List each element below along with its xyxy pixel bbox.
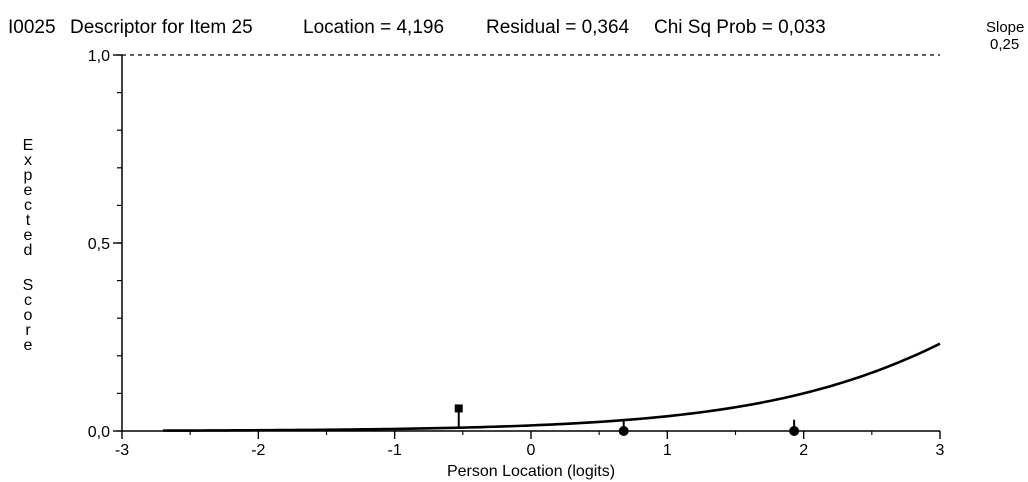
x-axis-title: Person Location (logits) — [447, 463, 615, 480]
item-descriptor: Descriptor for Item 25 — [70, 17, 253, 38]
class-interval-points — [454, 404, 800, 436]
y-axis-title-letter: o — [24, 307, 33, 324]
expected-score-curve — [162, 342, 941, 432]
y-axis-title-letter: r — [25, 322, 31, 339]
expected-curve-group — [162, 342, 941, 432]
x-tick-label: 0 — [527, 442, 536, 459]
y-axis-title-letter: c — [24, 292, 32, 309]
x-tick-label: -2 — [251, 442, 265, 459]
residual-readout: Residual = 0,364 — [486, 17, 630, 38]
y-axis-title-letter: e — [24, 227, 33, 244]
slope-label: Slope — [986, 19, 1024, 36]
y-axis-title-letter: d — [24, 242, 33, 259]
y-axis-title-letter: p — [24, 167, 33, 184]
x-tick-label: 3 — [936, 442, 945, 459]
axis-ticks: 0,0 0,5 1,0 -3 -2 -1 0 1 2 3 — [88, 48, 945, 459]
x-tick-label: 2 — [799, 442, 808, 459]
y-axis-title-letter: E — [23, 137, 34, 154]
observed-point-circle — [789, 426, 800, 436]
y-axis-title-letter: e — [24, 337, 33, 354]
slope-value: 0,25 — [990, 36, 1019, 53]
x-tick-label: 1 — [663, 442, 672, 459]
chisq-readout: Chi Sq Prob = 0,033 — [654, 17, 826, 38]
y-axis-title-letter: c — [24, 197, 32, 214]
y-tick-label: 0,5 — [88, 236, 110, 253]
location-readout: Location = 4,196 — [303, 17, 444, 38]
axes — [121, 54, 940, 432]
x-tick-label: -3 — [115, 442, 129, 459]
item-id: I0025 — [8, 17, 56, 38]
observed-point-circle — [618, 426, 629, 436]
observed-point-square — [454, 404, 463, 413]
y-tick-label: 1,0 — [88, 48, 110, 65]
y-axis-title-letter: x — [24, 152, 32, 169]
y-tick-label: 0,0 — [88, 424, 110, 441]
y-axis-title-letter: e — [24, 182, 33, 199]
x-tick-label: -1 — [388, 442, 402, 459]
y-axis-title-letter: t — [26, 212, 31, 229]
y-axis-title-letter: S — [23, 277, 34, 294]
